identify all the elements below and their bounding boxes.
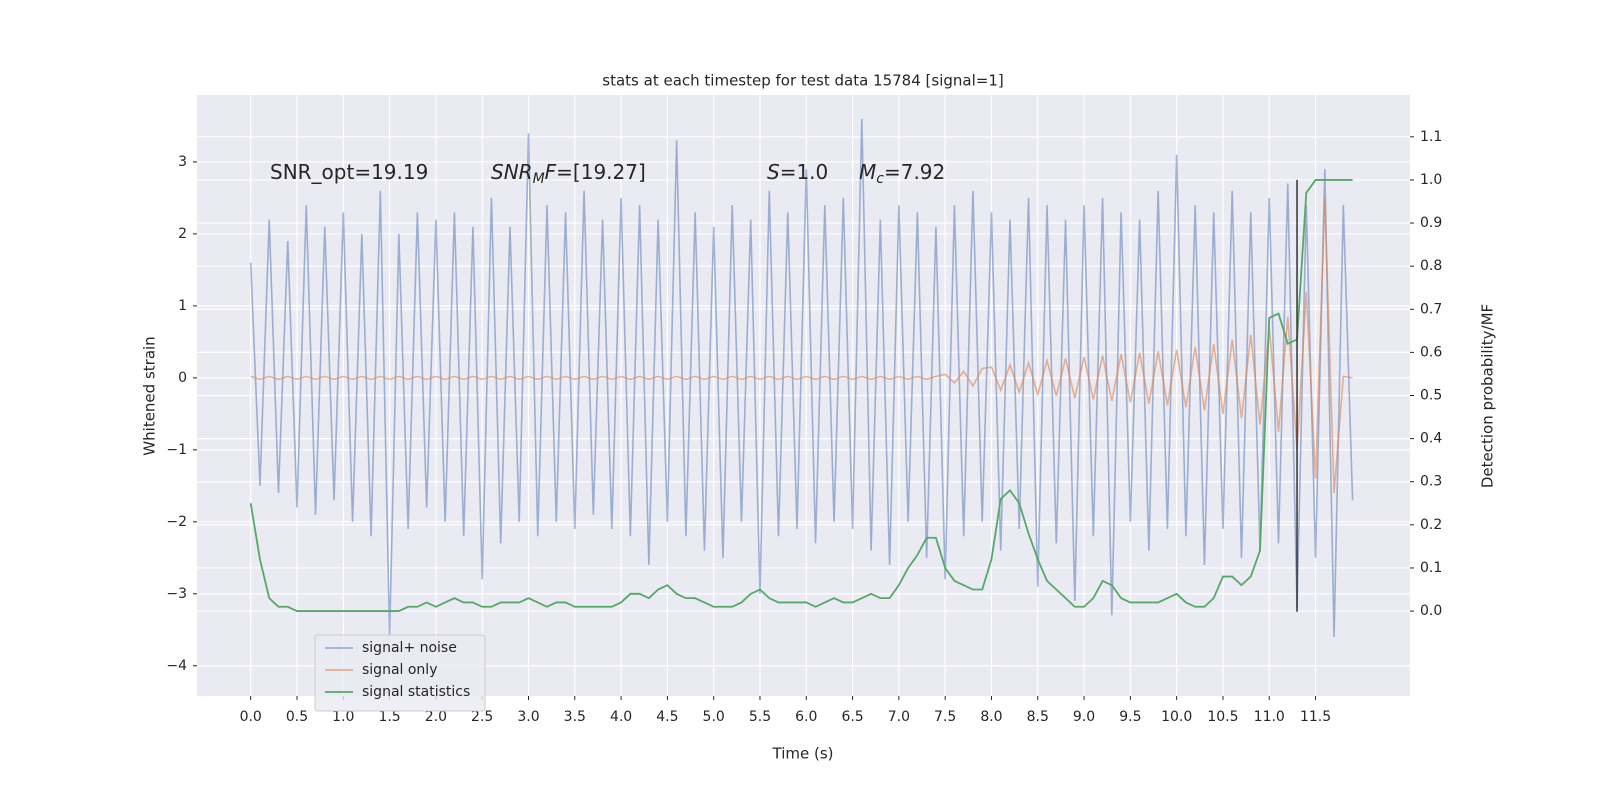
annotation: S=1.0 bbox=[767, 160, 828, 184]
y-tick-label: 2 bbox=[178, 226, 187, 242]
y2-tick-label: 0.5 bbox=[1420, 388, 1442, 404]
y-tick-label: 0 bbox=[178, 370, 187, 386]
annotation: SNRMF=[19.27] bbox=[491, 160, 646, 188]
y2-tick-label: 0.2 bbox=[1420, 517, 1442, 533]
y2-tick-label: 0.4 bbox=[1420, 431, 1442, 447]
x-tick-label: 2.5 bbox=[471, 709, 493, 725]
x-tick-label: 3.5 bbox=[564, 709, 586, 725]
x-tick-label: 4.0 bbox=[610, 709, 632, 725]
x-tick-label: 8.0 bbox=[980, 709, 1002, 725]
annotation-part: F bbox=[545, 160, 557, 184]
x-tick-label: 9.0 bbox=[1073, 709, 1095, 725]
series-line bbox=[249, 118, 1354, 637]
x-tick-label: 9.5 bbox=[1119, 709, 1141, 725]
y2-tick-label: 0.9 bbox=[1420, 215, 1442, 231]
y-tick-label: −2 bbox=[166, 514, 187, 530]
x-tick-label: 1.0 bbox=[332, 709, 354, 725]
marks bbox=[249, 118, 1354, 637]
y2-tick-label: 0.8 bbox=[1420, 258, 1442, 274]
x-tick-label: 3.0 bbox=[517, 709, 539, 725]
legend-box bbox=[314, 634, 486, 712]
chart-title: stats at each timestep for test data 157… bbox=[602, 72, 1003, 90]
x-tick-label: 5.5 bbox=[749, 709, 771, 725]
annotation-part: SNR_opt=19.19 bbox=[270, 160, 428, 184]
x-tick-label: 1.5 bbox=[378, 709, 400, 725]
x-tick-label: 6.0 bbox=[795, 709, 817, 725]
grid bbox=[197, 95, 1410, 696]
annotation-part: =1.0 bbox=[780, 160, 829, 184]
series-line bbox=[250, 197, 1353, 494]
labels: 0.0 0.5 1.0 1.5 2.0 2.5 3.0 3.5 4.0 4.5 5.0 5.5 6.0 6… bbox=[166, 129, 1442, 725]
annotation: SNR_opt=19.19 bbox=[270, 160, 428, 184]
y-tick-label: −3 bbox=[166, 586, 187, 602]
annotation-part: =7.92 bbox=[884, 160, 945, 184]
series-line bbox=[249, 179, 1353, 612]
y-tick-label: −4 bbox=[166, 658, 187, 674]
x-tick-label: 11.0 bbox=[1254, 709, 1285, 725]
annotation: Mc=7.92 bbox=[859, 160, 945, 188]
x-axis-label: Time (s) bbox=[772, 745, 834, 763]
y-axis-label: Whitened strain bbox=[141, 336, 159, 455]
x-tick-label: 11.5 bbox=[1300, 709, 1331, 725]
y2-tick-label: 0.1 bbox=[1420, 560, 1442, 576]
x-tick-label: 7.5 bbox=[934, 709, 956, 725]
x-tick-label: 0.5 bbox=[286, 709, 308, 725]
y2-tick-label: 1.0 bbox=[1420, 172, 1442, 188]
y-tick-label: 1 bbox=[178, 298, 187, 314]
y-tick-label: −1 bbox=[166, 442, 187, 458]
annotation-part: M bbox=[533, 171, 545, 187]
annotation-part: c bbox=[876, 171, 884, 187]
x-tick-label: 0.0 bbox=[240, 709, 262, 725]
y2-axis-label: Detection probability/MF bbox=[1479, 304, 1497, 488]
x-tick-label: 4.5 bbox=[656, 709, 678, 725]
y2-tick-label: 1.1 bbox=[1420, 129, 1442, 145]
x-tick-label: 8.5 bbox=[1027, 709, 1049, 725]
annotation-part: M bbox=[859, 160, 876, 184]
y-tick-label: 3 bbox=[178, 154, 187, 170]
x-tick-label: 2.0 bbox=[425, 709, 447, 725]
x-tick-label: 5.0 bbox=[703, 709, 725, 725]
legend-label: signal only bbox=[362, 662, 437, 678]
x-tick-label: 6.5 bbox=[841, 709, 863, 725]
y2-tick-label: 0.6 bbox=[1420, 344, 1442, 360]
x-tick-label: 10.0 bbox=[1161, 709, 1192, 725]
y2-tick-label: 0.0 bbox=[1420, 603, 1442, 619]
y2-tick-label: 0.7 bbox=[1420, 301, 1442, 317]
legend-label: signal statistics bbox=[362, 684, 470, 700]
x-tick-label: 10.5 bbox=[1207, 709, 1238, 725]
annotation-part: S bbox=[767, 160, 780, 184]
legend-label: signal+ noise bbox=[362, 640, 457, 656]
x-tick-label: 7.0 bbox=[888, 709, 910, 725]
annotation-part: =[19.27] bbox=[556, 160, 646, 184]
annotation-part: SNR bbox=[491, 160, 533, 184]
y2-tick-label: 0.3 bbox=[1420, 474, 1442, 490]
